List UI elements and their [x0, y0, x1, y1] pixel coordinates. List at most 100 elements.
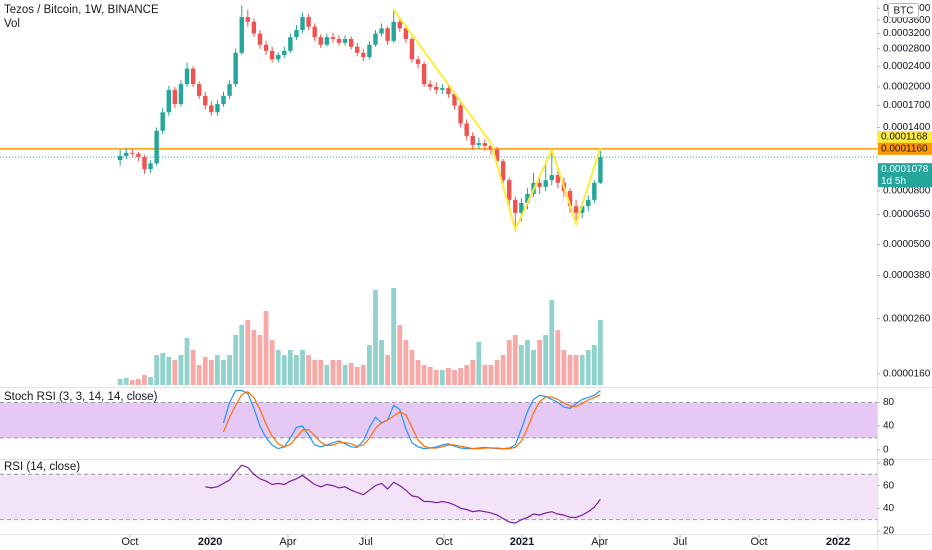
candle-body	[306, 17, 311, 27]
volume-bar	[433, 370, 439, 385]
volume-bar	[543, 335, 549, 385]
candle-body	[427, 84, 433, 87]
volume-bar	[458, 368, 463, 385]
indicator-line	[222, 390, 601, 450]
candle-body	[276, 54, 281, 60]
candle-body	[190, 68, 196, 85]
candle-body	[245, 17, 251, 22]
candle-body	[172, 89, 178, 105]
currency-label[interactable]: BTC	[894, 6, 914, 17]
volume-bar	[391, 288, 397, 385]
volume-bar	[275, 350, 281, 385]
candle-body	[500, 161, 506, 181]
candle-body	[458, 105, 463, 124]
volume-bar	[464, 365, 470, 385]
volume-bar	[227, 355, 232, 385]
candle-body	[482, 143, 488, 146]
candle-body	[300, 17, 305, 31]
volume-bar	[360, 365, 366, 385]
currency-box[interactable]	[888, 3, 919, 18]
x-tick-label: Oct	[436, 536, 453, 548]
candle-body	[196, 84, 202, 96]
candle-body	[130, 152, 135, 154]
volume-bar	[598, 320, 603, 385]
x-tick-label: Apr	[279, 536, 296, 548]
volume-bar	[281, 355, 287, 385]
candle-body	[136, 153, 141, 157]
y-tick-label: 0.0000500	[883, 239, 931, 250]
candle-body	[525, 193, 530, 203]
volume-bar	[579, 355, 585, 385]
volume-bar	[415, 360, 421, 385]
volume-bar	[172, 360, 178, 385]
y-tick-label: 0.0003600	[883, 15, 931, 26]
price-label-box	[878, 131, 932, 144]
x-tick-label: Jul	[359, 536, 373, 548]
candle-body	[312, 26, 317, 38]
volume-bar	[518, 345, 524, 385]
volume-bar	[123, 378, 129, 385]
candle-body	[586, 199, 591, 207]
volume-label: Vol	[4, 18, 20, 30]
band	[0, 474, 877, 520]
candle-body	[598, 157, 603, 183]
price-label: 0.0001078	[881, 164, 929, 175]
volume-bar	[446, 368, 451, 385]
candle-body	[421, 63, 427, 85]
band	[0, 402, 877, 438]
price-label-box	[878, 142, 932, 155]
volume-bar	[318, 360, 324, 385]
volume-bar	[312, 360, 318, 385]
volume-bar	[117, 379, 123, 385]
candle-body	[573, 206, 579, 213]
volume-bar	[306, 355, 312, 385]
candle-body	[239, 17, 244, 53]
candle-body	[513, 199, 518, 213]
volume-bar	[439, 370, 445, 385]
rsi-title: RSI (14, close)	[4, 461, 80, 473]
volume-bar	[287, 350, 293, 385]
volume-bar	[573, 355, 579, 385]
volume-bar	[135, 379, 141, 385]
candle-body	[543, 180, 548, 187]
y-tick-label: 0.0000650	[883, 209, 931, 220]
candle-body	[391, 21, 396, 41]
candle-body	[555, 175, 561, 183]
price-label: 0.0001168	[881, 132, 928, 143]
candle-body	[403, 28, 409, 40]
y-tick-label: 0.0002800	[883, 43, 931, 54]
x-tick-label: Apr	[591, 536, 608, 548]
volume-bar	[537, 340, 543, 385]
candle-body	[592, 182, 597, 200]
x-tick-label: Jul	[673, 536, 687, 548]
candle-body	[549, 175, 554, 181]
candle-body	[166, 89, 171, 113]
volume-bar	[397, 325, 403, 385]
volume-bar	[178, 355, 184, 385]
volume-bar	[263, 311, 269, 385]
candle-body	[257, 33, 263, 45]
candle-body	[215, 104, 220, 113]
volume-bar	[373, 290, 378, 385]
volume-bar	[482, 365, 488, 385]
candle-body	[160, 112, 165, 131]
candle-body	[117, 155, 123, 161]
candle-body	[251, 21, 257, 34]
indicator-line	[205, 464, 601, 524]
candle-body	[507, 180, 512, 200]
price-label-box	[878, 163, 932, 188]
volume-bar	[525, 340, 530, 385]
y-tick-label: 20	[883, 526, 895, 537]
candle-body	[415, 59, 421, 64]
candle-body	[263, 44, 269, 51]
candle-body	[294, 30, 299, 38]
pattern-line	[392, 9, 602, 233]
candle-body	[397, 21, 402, 29]
candle-body	[178, 84, 184, 105]
x-tick-label: 2022	[826, 536, 850, 548]
volume-bar	[403, 340, 409, 385]
candle-body	[154, 130, 159, 164]
volume-bar	[561, 350, 567, 385]
